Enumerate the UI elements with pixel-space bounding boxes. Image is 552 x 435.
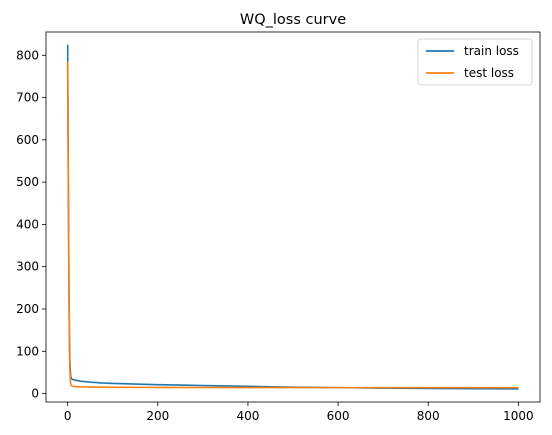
x-tick-label: 800 bbox=[417, 409, 440, 423]
plot-lines bbox=[66, 44, 519, 390]
x-tick-label: 600 bbox=[327, 409, 350, 423]
y-tick-label: 800 bbox=[16, 48, 39, 62]
x-tick-label: 0 bbox=[64, 409, 72, 423]
plot-frame bbox=[45, 31, 541, 403]
legend: train loss test loss bbox=[417, 38, 533, 86]
chart-title: WQ_loss curve bbox=[240, 12, 346, 28]
y-tick-label: 100 bbox=[16, 344, 39, 358]
y-tick-label: 300 bbox=[16, 260, 39, 274]
y-tick-label: 500 bbox=[16, 175, 39, 189]
x-axis: 0 200 400 600 800 1000 bbox=[64, 402, 534, 423]
legend-label: test loss bbox=[464, 66, 514, 80]
legend-label: train loss bbox=[464, 44, 519, 58]
x-tick-label: 200 bbox=[146, 409, 169, 423]
series-line-1 bbox=[66, 61, 519, 389]
x-tick-label: 1000 bbox=[503, 409, 534, 423]
y-tick-label: 600 bbox=[16, 133, 39, 147]
y-axis: 0 100 200 300 400 500 600 700 800 bbox=[16, 48, 46, 401]
y-tick-label: 700 bbox=[16, 91, 39, 105]
series-line-0 bbox=[66, 44, 519, 390]
y-tick-label: 0 bbox=[31, 387, 39, 401]
y-tick-label: 400 bbox=[16, 217, 39, 231]
y-tick-label: 200 bbox=[16, 302, 39, 316]
x-tick-label: 400 bbox=[236, 409, 259, 423]
